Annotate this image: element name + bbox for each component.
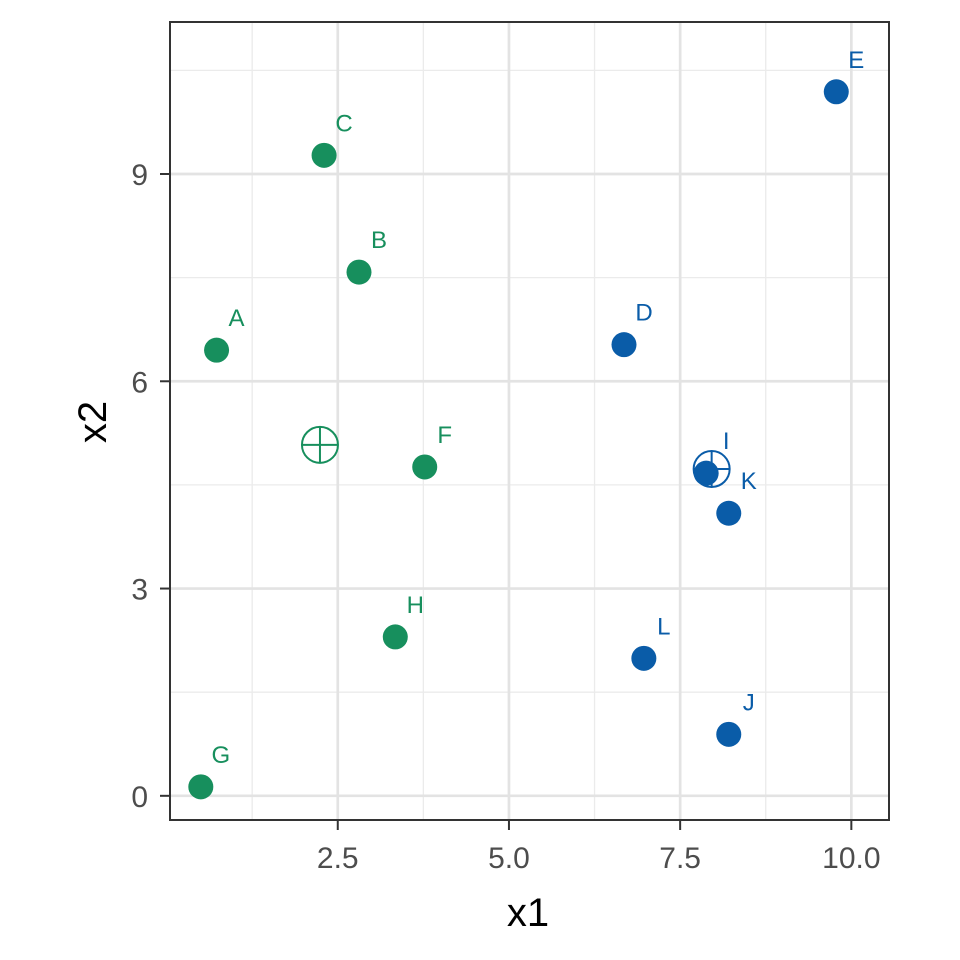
grid-major — [170, 22, 889, 820]
data-point — [631, 645, 657, 671]
y-tick-label: 0 — [131, 781, 148, 814]
point-label: G — [211, 742, 230, 769]
y-axis: 0 3 6 9 — [131, 159, 170, 814]
data-point — [204, 337, 230, 363]
data-point — [311, 142, 337, 168]
panel-border — [169, 21, 890, 821]
point-label: L — [657, 613, 670, 640]
x-tick-label: 5.0 — [488, 842, 530, 875]
point-label: C — [335, 110, 352, 137]
centroid-marker — [300, 425, 339, 464]
point-label: E — [848, 47, 864, 74]
y-axis-title: x2 — [71, 401, 115, 443]
data-point — [611, 332, 637, 358]
data-point — [412, 454, 438, 480]
point-label: F — [437, 422, 452, 449]
data-points — [188, 79, 849, 800]
point-label: A — [229, 305, 245, 332]
data-point — [346, 259, 372, 285]
grid-minor — [170, 22, 889, 820]
x-tick-label: 7.5 — [659, 842, 701, 875]
y-tick-label: 6 — [131, 366, 148, 399]
data-point — [716, 721, 742, 747]
point-label: D — [635, 300, 652, 327]
x-axis-title: x1 — [507, 891, 549, 935]
data-point — [823, 79, 849, 105]
x-tick-label: 10.0 — [822, 842, 880, 875]
y-tick-label: 9 — [131, 159, 148, 192]
point-labels: A B C D E F G H I J K L — [211, 47, 864, 769]
point-label: B — [371, 227, 387, 254]
data-point — [716, 500, 742, 526]
point-label: H — [407, 592, 424, 619]
point-label: I — [723, 428, 730, 455]
y-tick-label: 3 — [131, 574, 148, 607]
x-tick-label: 2.5 — [317, 842, 359, 875]
data-point — [693, 460, 719, 486]
data-point — [188, 774, 214, 800]
data-point — [382, 624, 408, 650]
point-label: J — [743, 689, 755, 716]
point-label: K — [741, 468, 757, 495]
x-axis: 2.5 5.0 7.5 10.0 — [317, 820, 881, 875]
